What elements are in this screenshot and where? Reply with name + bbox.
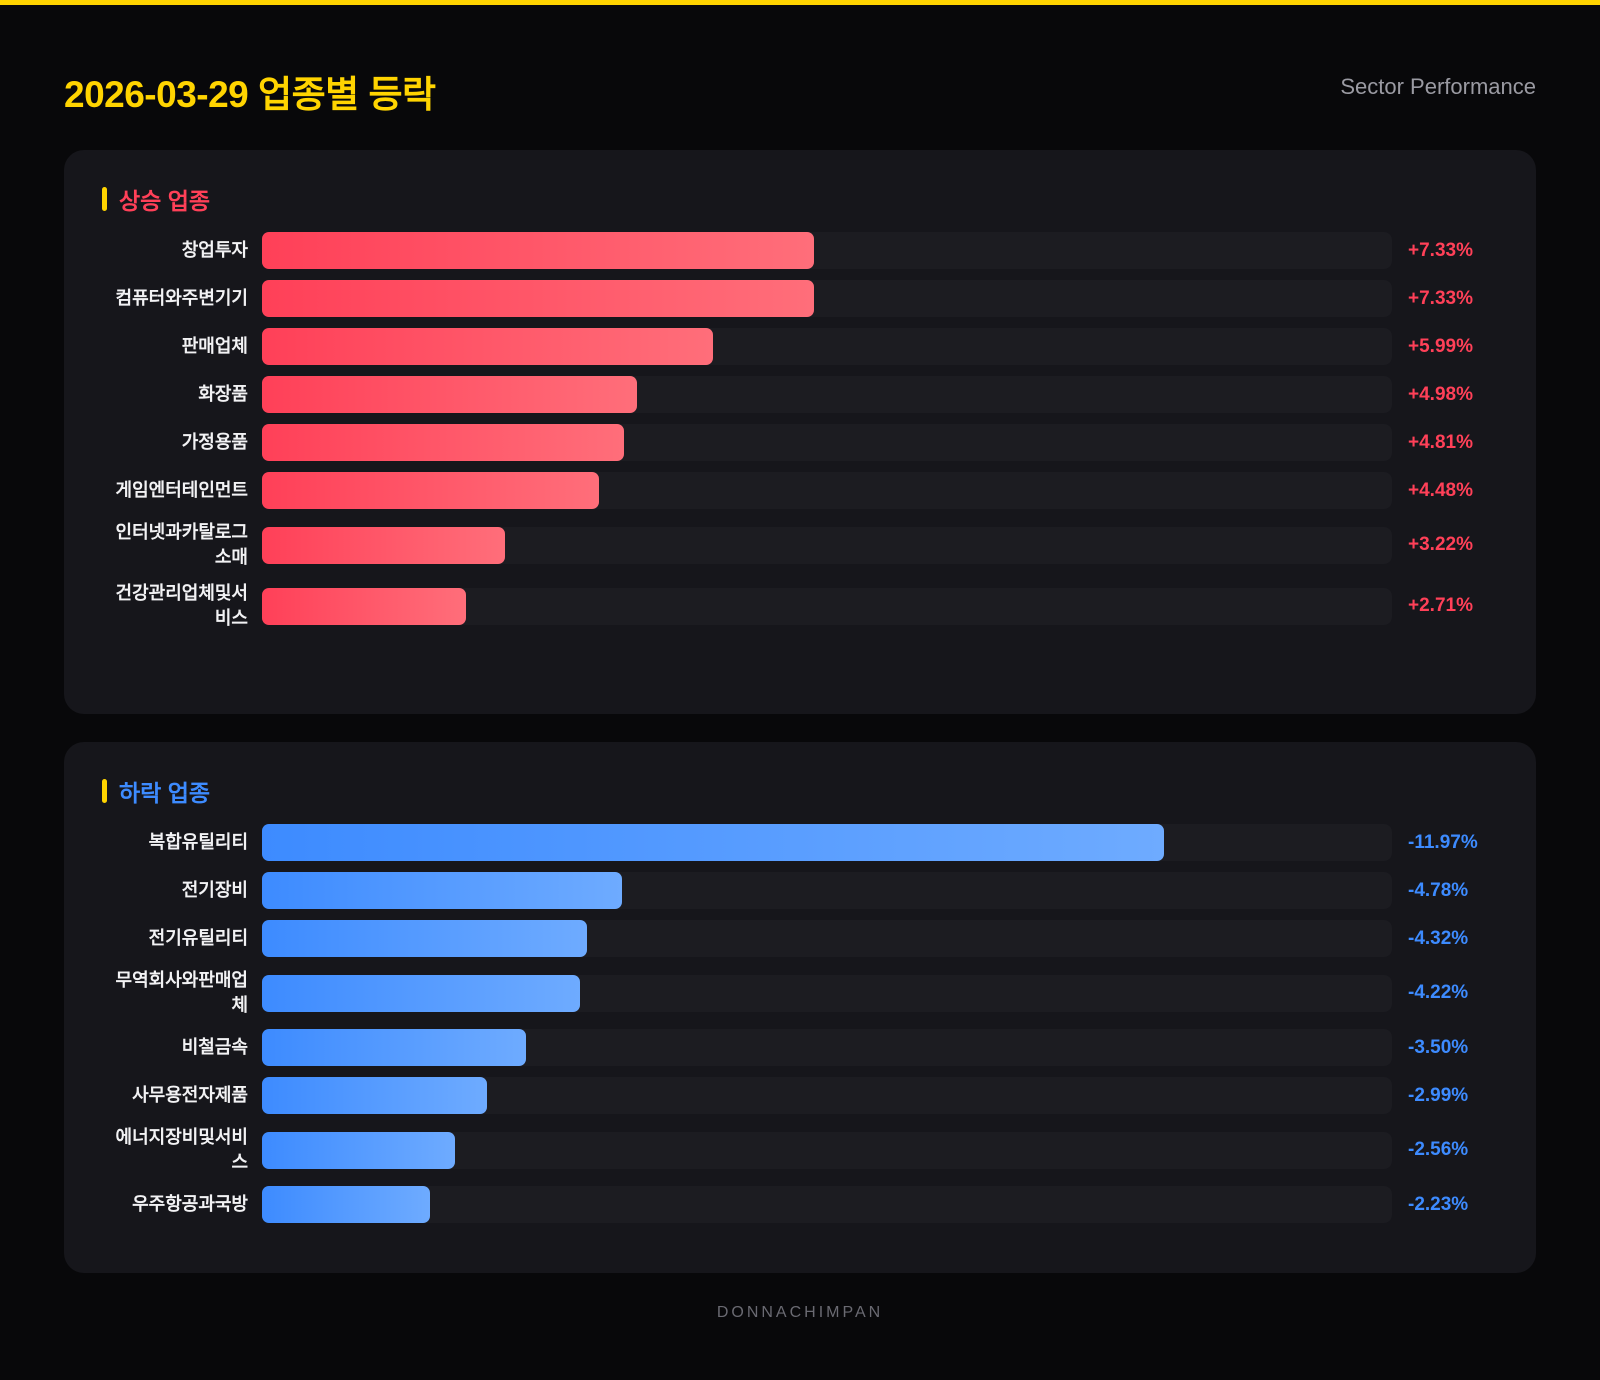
value-label: +4.48% (1408, 479, 1473, 501)
value-label: -2.99% (1408, 1084, 1469, 1106)
bar-row: 에너지장비및서비스 -2.56% (102, 1125, 1536, 1175)
bar-row: 사무용전자제품 -2.99% (102, 1077, 1536, 1114)
value-label: +7.33% (1408, 239, 1473, 261)
bar (262, 424, 625, 461)
category-label: 비철금속 (181, 1037, 248, 1057)
value-label: -4.22% (1408, 982, 1469, 1003)
bar-row: 가정용품 +4.81% (102, 424, 1536, 461)
category-label: 화장품 (198, 384, 248, 404)
bar (262, 472, 600, 509)
bar-row: 창업투자 +7.33% (102, 232, 1536, 269)
falling-sectors-card: 하락 업종 복합유틸리티 -11.97% 전기장비 -4.78% 전기유틸리티 -4.32… (64, 742, 1536, 1273)
section-title-text: 하락 업종 (119, 780, 211, 806)
value-label: -3.50% (1408, 1036, 1469, 1058)
bar (262, 872, 623, 909)
bar-track (262, 424, 1392, 461)
bar-track (262, 1077, 1392, 1114)
value-label: -4.32% (1408, 927, 1469, 949)
bar-row: 비철금속 -3.50% (102, 1029, 1536, 1066)
bar (262, 328, 714, 365)
rising-bars: 창업투자 +7.33% 컴퓨터와주변기기 +7.33% 판매업체 +5.99% 화장품 +4.… (102, 232, 1536, 631)
bar-row: 컴퓨터와주변기기 +7.33% (102, 280, 1536, 317)
category-label: 인터넷과카탈로그소매 (115, 522, 248, 567)
bar-row: 판매업체 +5.99% (102, 328, 1536, 365)
bar-track (262, 974, 1392, 1012)
bar (262, 1029, 526, 1066)
bar-track (262, 280, 1392, 317)
bar-row: 건강관리업체및서비스 +2.71% (102, 581, 1536, 631)
bar (262, 974, 580, 1012)
bar-track (262, 872, 1392, 909)
bar-track (262, 1029, 1392, 1066)
bar (262, 587, 467, 625)
bar (262, 526, 505, 564)
value-label: +3.22% (1408, 534, 1473, 555)
bar (262, 824, 1164, 861)
category-label: 우주항공과국방 (132, 1194, 248, 1214)
category-label: 판매업체 (181, 336, 248, 356)
category-label: 게임엔터테인먼트 (115, 480, 248, 500)
bar-row: 전기유틸리티 -4.32% (102, 920, 1536, 957)
section-title: 상승 업종 (102, 184, 1536, 214)
footer-brand: DONNACHIMPAN (716, 1304, 884, 1321)
section-marker (102, 187, 107, 211)
bar-row: 무역회사와판매업체 -4.22% (102, 968, 1536, 1018)
value-label: +4.81% (1408, 431, 1473, 453)
bar-row: 게임엔터테인먼트 +4.48% (102, 472, 1536, 509)
bar-track (262, 824, 1392, 861)
section-marker (102, 779, 107, 803)
value-label: +7.33% (1408, 287, 1473, 309)
bar-track (262, 526, 1392, 564)
bar (262, 376, 638, 413)
value-label: -2.56% (1408, 1139, 1469, 1160)
bar (262, 1077, 488, 1114)
category-label: 에너지장비및서비스 (115, 1127, 248, 1172)
bar-row: 우주항공과국방 -2.23% (102, 1186, 1536, 1223)
rising-sectors-card: 상승 업종 창업투자 +7.33% 컴퓨터와주변기기 +7.33% 판매업체 +5.99%… (64, 150, 1536, 714)
bar-track (262, 232, 1392, 269)
bar (262, 232, 815, 269)
bar-track (262, 328, 1392, 365)
category-label: 전기장비 (181, 880, 248, 900)
page-subtitle: Sector Performance (1340, 74, 1536, 99)
bar-track (262, 587, 1392, 625)
bar-track (262, 1131, 1392, 1169)
bar-row: 전기장비 -4.78% (102, 872, 1536, 909)
bar-track (262, 472, 1392, 509)
bar (262, 1131, 455, 1169)
category-label: 전기유틸리티 (148, 928, 248, 948)
value-label: -11.97% (1408, 831, 1478, 853)
category-label: 건강관리업체및서비스 (115, 583, 248, 628)
bar-row: 화장품 +4.98% (102, 376, 1536, 413)
bar-track (262, 920, 1392, 957)
section-title-text: 상승 업종 (119, 188, 211, 214)
bar (262, 1186, 430, 1223)
bar-row: 인터넷과카탈로그소매 +3.22% (102, 520, 1536, 570)
category-label: 컴퓨터와주변기기 (115, 288, 248, 308)
category-label: 복합유틸리티 (148, 832, 248, 852)
category-label: 무역회사와판매업체 (115, 970, 248, 1015)
value-label: +4.98% (1408, 383, 1473, 405)
value-label: -2.23% (1408, 1193, 1469, 1215)
value-label: -4.78% (1408, 879, 1469, 901)
falling-bars: 복합유틸리티 -11.97% 전기장비 -4.78% 전기유틸리티 -4.32% 무역회사와… (102, 824, 1536, 1223)
top-accent-bar (0, 0, 1600, 5)
bar-track (262, 376, 1392, 413)
bar-row: 복합유틸리티 -11.97% (102, 824, 1536, 861)
section-title: 하락 업종 (102, 776, 1536, 806)
bar (262, 280, 815, 317)
bar-track (262, 1186, 1392, 1223)
category-label: 가정용품 (181, 432, 248, 452)
category-label: 창업투자 (181, 240, 248, 260)
category-label: 사무용전자제품 (132, 1085, 248, 1105)
value-label: +5.99% (1408, 335, 1473, 357)
value-label: +2.71% (1408, 595, 1473, 616)
bar (262, 920, 588, 957)
page-title: 2026-03-29 업종별 등락 (64, 74, 436, 115)
